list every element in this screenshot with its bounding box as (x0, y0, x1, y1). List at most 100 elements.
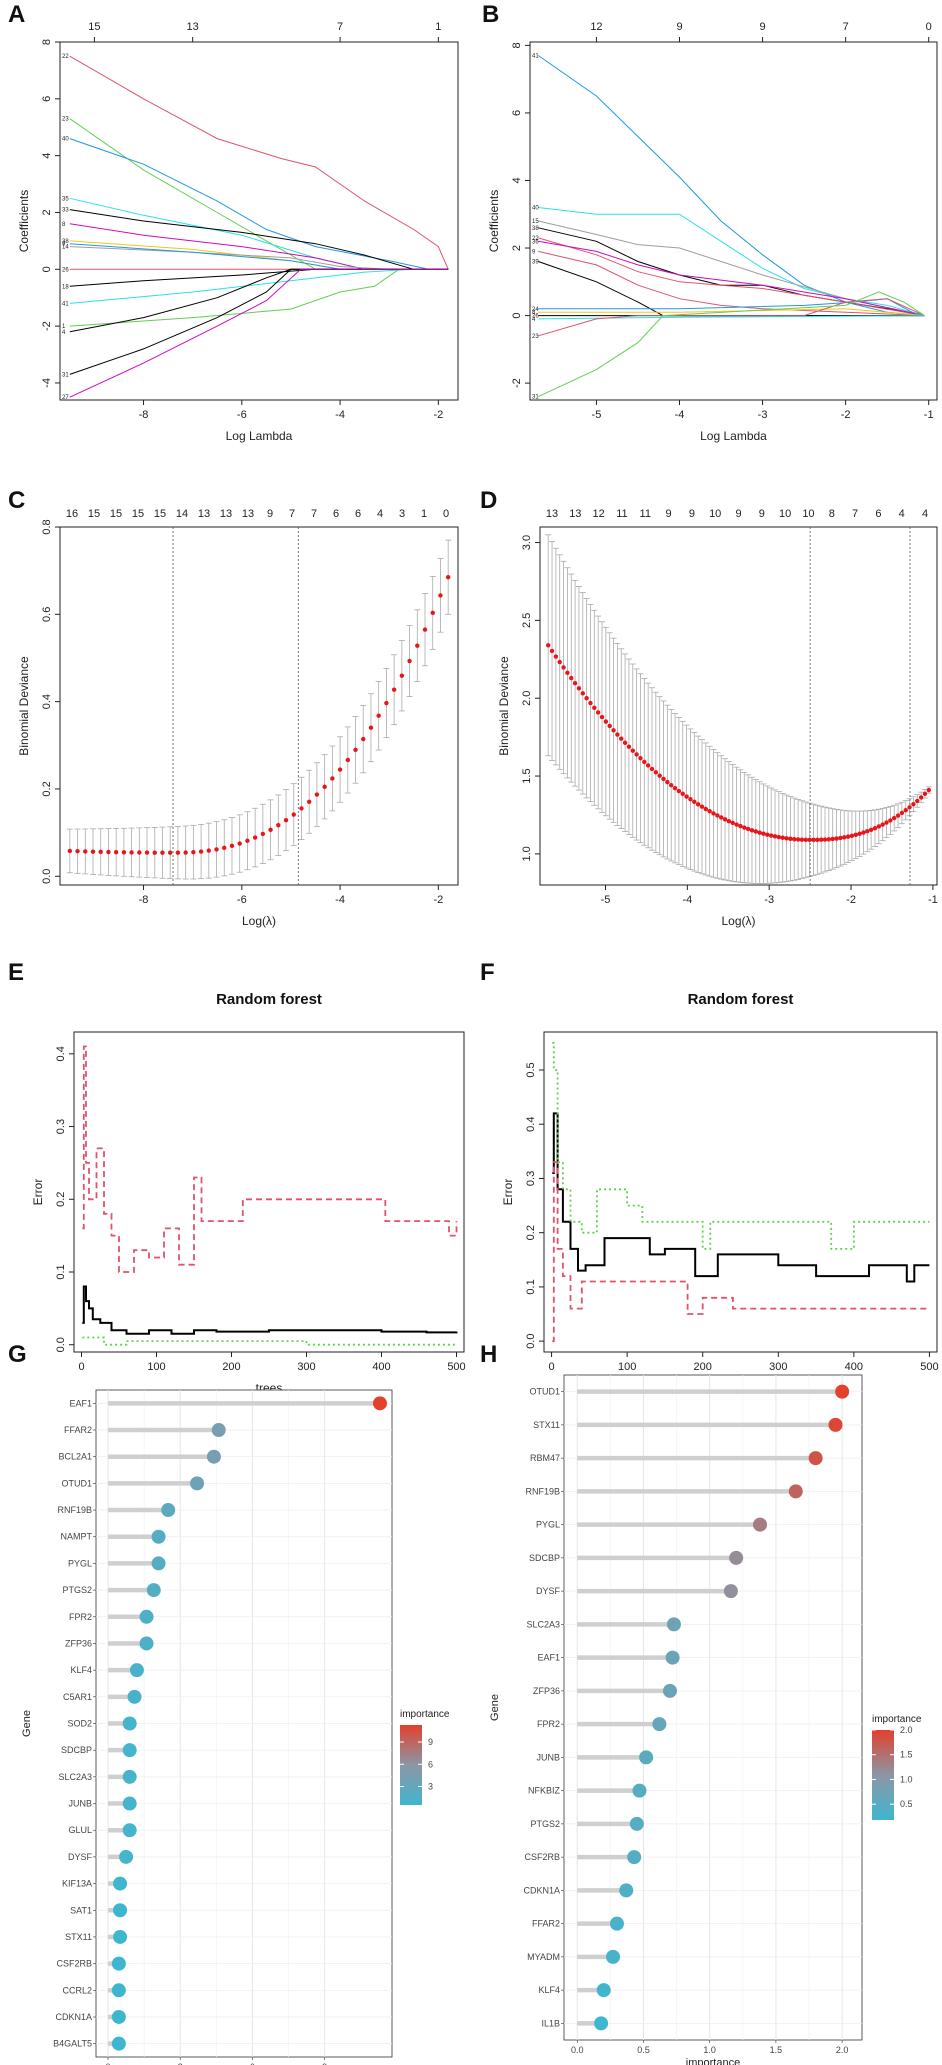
deviance-point (144, 850, 150, 855)
lollipop-point (632, 1783, 647, 1798)
top-count-label: 0 (443, 508, 449, 520)
deviance-point (626, 744, 632, 749)
top-tick-label: 7 (337, 21, 343, 33)
y-tick-label: 0.1 (55, 1264, 67, 1279)
x-tick-label: -4 (335, 894, 345, 906)
legend-tick-label: 1.5 (900, 1750, 913, 1760)
deviance-point (407, 658, 412, 664)
deviance-point (711, 811, 716, 816)
lollipop-point (753, 1517, 768, 1532)
gene-label: STX11 (65, 1932, 92, 1942)
deviance-point (826, 837, 832, 842)
deviance-point (634, 752, 639, 757)
x-tick-label: 100 (147, 1361, 165, 1373)
gene-label: CSF2RB (56, 1959, 92, 1969)
gene-label: SAT1 (70, 1905, 92, 1915)
coefficient-path-35 (69, 197, 449, 270)
deviance-point (445, 575, 451, 580)
legend-tick-label: 6 (428, 1759, 433, 1769)
panel-g-importance-lollipop: EAF1 FFAR2 BCL2A1 OTUD1 RNF19B NAMPT PYGL PTGS2… (21, 1389, 450, 2065)
deviance-point (718, 815, 724, 820)
deviance-point (830, 836, 835, 842)
gene-label: PYGL (68, 1558, 92, 1568)
top-count-label: 7 (289, 508, 295, 520)
gene-label: SDCBP (61, 1745, 92, 1755)
deviance-point (926, 787, 932, 793)
path-label: 4 (62, 330, 66, 336)
deviance-point (669, 782, 674, 788)
top-tick-label: 13 (187, 21, 199, 33)
deviance-point (603, 719, 609, 724)
panel-letter-d: D (480, 487, 497, 514)
x-tick-label: -8 (139, 409, 149, 421)
deviance-point (853, 832, 858, 838)
path-label: 22 (532, 236, 539, 242)
deviance-point (792, 836, 797, 842)
y-tick-label: 0.6 (41, 607, 53, 622)
gene-label: CDKN1A (55, 2012, 92, 2022)
deviance-point (680, 791, 685, 797)
deviance-point (584, 696, 589, 701)
lollipop-point (113, 1876, 128, 1891)
y-tick-label: 2.0 (521, 691, 533, 706)
y-tick-label: 4 (511, 177, 523, 183)
panel-a-lasso-coefficients: -8 -6 -4 -2 -4 -2 0 2 4 6 8 Log Lambda Coefficients 1… (17, 21, 459, 443)
top-count-label: 6 (333, 508, 339, 520)
x-tick-label: 500 (447, 1361, 465, 1373)
top-count-label: 14 (176, 508, 188, 520)
deviance-point (611, 728, 616, 733)
path-label: 40 (532, 205, 539, 211)
deviance-point (865, 829, 870, 834)
y-tick-label: 0.4 (525, 1117, 537, 1132)
deviance-point (707, 809, 712, 814)
coefficient-path-27 (69, 268, 449, 398)
deviance-point (198, 849, 204, 854)
lollipop-point (639, 1750, 654, 1765)
panel-letter-b: B (482, 1, 499, 28)
chart-title: Random forest (688, 991, 794, 1008)
y-tick-label: 0.4 (41, 694, 53, 709)
deviance-point (283, 817, 289, 823)
gene-label: IL1B (541, 2018, 560, 2028)
y-tick-label: 0.0 (55, 1337, 67, 1352)
deviance-point (699, 804, 705, 809)
plot-frame (73, 1031, 465, 1353)
legend-tick-label: 2.0 (900, 1725, 913, 1735)
y-tick-label: 8 (511, 42, 523, 48)
x-tick-label: 0 (106, 2062, 111, 2065)
top-count-label: 15 (110, 508, 122, 520)
panel-e-random-forest-error: 0 100 200 300 400 5000.00.10.20.30.4treesErro… (31, 991, 466, 1395)
deviance-point (361, 736, 366, 742)
x-tick-label: 400 (845, 1361, 863, 1373)
path-label: 33 (62, 208, 69, 214)
x-tick-label: 0 (548, 1361, 554, 1373)
path-label: 15 (532, 219, 539, 225)
gene-label: OTUD1 (61, 1478, 92, 1488)
top-count-label: 13 (220, 508, 232, 520)
lollipop-point (723, 1584, 738, 1599)
path-label: 31 (532, 395, 539, 401)
deviance-point (745, 826, 751, 832)
coefficient-path-22 (538, 237, 925, 317)
gene-label: STX11 (533, 1420, 560, 1430)
y-tick-label: -2 (511, 378, 523, 388)
deviance-point (642, 759, 647, 765)
top-count-label: 10 (779, 508, 791, 520)
coefficient-path-38 (69, 240, 449, 270)
gene-label: PYGL (536, 1520, 560, 1530)
top-count-label: 13 (569, 508, 581, 520)
deviance-point (276, 823, 281, 828)
x-tick-label: 1.0 (703, 2045, 716, 2055)
deviance-point (868, 827, 874, 832)
deviance-point (892, 815, 897, 821)
y-axis-label: Binomial Deviance (17, 656, 31, 756)
gene-label: KLF4 (538, 1985, 560, 1995)
top-count-label: 11 (616, 508, 627, 520)
deviance-point (749, 828, 755, 833)
deviance-point (922, 791, 928, 797)
x-tick-label: -5 (592, 409, 602, 421)
deviance-point (260, 831, 266, 837)
legend-tick-label: 1.0 (900, 1774, 913, 1784)
y-tick-label: 0.0 (525, 1334, 537, 1349)
top-count-label: 6 (875, 508, 881, 520)
